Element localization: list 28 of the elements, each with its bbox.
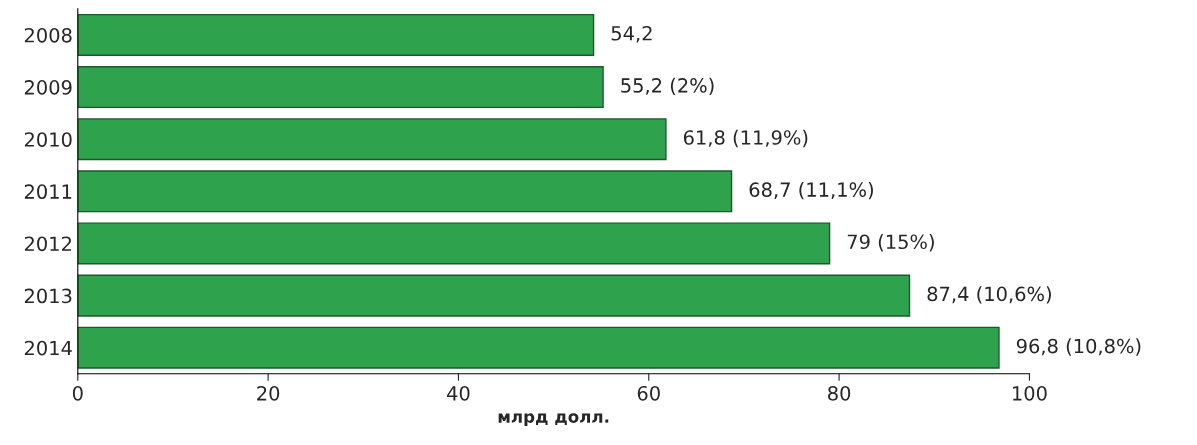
y-tick-label: 2009 xyxy=(24,80,72,95)
x-tick-label: 100 xyxy=(1013,385,1047,401)
y-tick-label: 2014 xyxy=(24,340,72,356)
bar xyxy=(77,13,595,56)
y-tick-label: 2013 xyxy=(24,288,72,304)
x-tick-label: 20 xyxy=(257,385,280,401)
bar xyxy=(77,222,831,265)
data-label: 68,7 (11,1%) xyxy=(749,181,873,200)
data-label: 54,2 xyxy=(611,25,652,43)
bar xyxy=(77,274,911,317)
bar xyxy=(77,118,667,161)
x-tick-label: 40 xyxy=(447,385,470,401)
bar xyxy=(77,66,604,109)
data-label: 61,8 (11,9%) xyxy=(683,129,808,148)
bar xyxy=(77,326,1000,369)
data-label: 79 (15%) xyxy=(847,234,934,252)
data-label: 96,8 (10,8%) xyxy=(1016,338,1141,356)
x-tick-label: 80 xyxy=(828,385,851,401)
y-tick-label: 2008 xyxy=(24,27,72,43)
x-tick-label: 0 xyxy=(72,385,83,401)
data-label: 87,4 (10,6%) xyxy=(927,286,1051,304)
y-tick-label: 2012 xyxy=(24,236,71,252)
y-tick-label: 2010 xyxy=(24,132,72,147)
bar xyxy=(77,170,733,213)
x-axis-title: млрд долл. xyxy=(498,413,609,427)
data-label: 55,2 (2%) xyxy=(621,77,714,96)
x-tick-label: 60 xyxy=(637,385,660,401)
y-tick-label: 2011 xyxy=(24,184,72,200)
